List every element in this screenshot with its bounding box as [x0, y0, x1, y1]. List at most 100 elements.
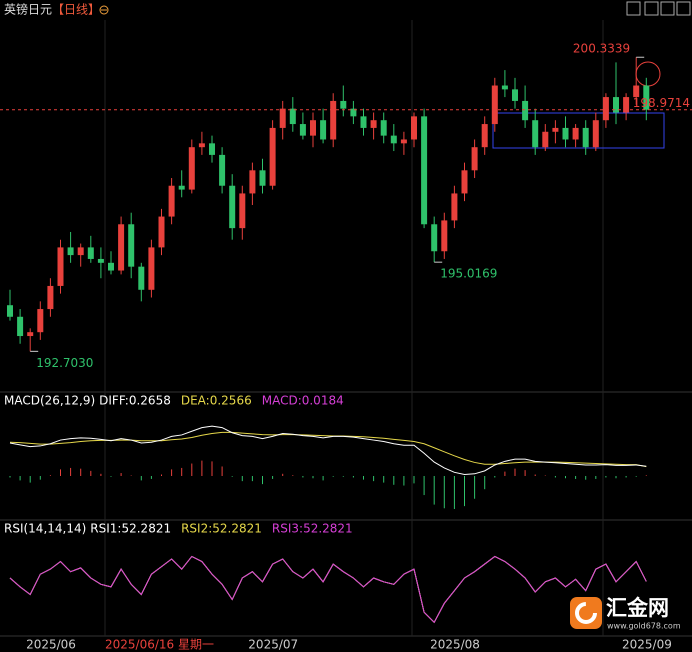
- candle-body: [188, 147, 195, 190]
- legend-value: 52.2821: [121, 522, 171, 536]
- candle-body: [350, 108, 357, 117]
- legend-name: DIFF:: [99, 394, 129, 408]
- x-tick-label: 2025/09: [622, 638, 672, 652]
- candle-body: [451, 193, 458, 221]
- candle-body: [562, 127, 569, 140]
- candle-body: [67, 247, 74, 256]
- candle-body: [330, 100, 337, 140]
- diff-line: [9, 425, 647, 476]
- candle-body: [400, 139, 407, 144]
- extreme-label: 195.0169: [440, 267, 497, 281]
- candle-body: [229, 185, 236, 229]
- candle-body: [57, 247, 64, 286]
- candle-body: [168, 185, 175, 217]
- candle-body: [512, 89, 518, 101]
- extreme-label: 192.7030: [36, 356, 93, 370]
- candle-body: [178, 185, 185, 190]
- symbol-title: 英镑日元: [4, 2, 52, 17]
- toolbar: [626, 1, 691, 16]
- candle-body: [421, 116, 428, 225]
- candle-body: [370, 120, 377, 128]
- tool-button[interactable]: [676, 1, 691, 16]
- candle-body: [128, 224, 135, 267]
- legend-name: DEA:: [181, 394, 210, 408]
- candle-body: [491, 85, 498, 125]
- candle-body: [340, 100, 347, 109]
- candle-body: [310, 120, 316, 136]
- x-tick-label: 2025/07: [248, 638, 298, 652]
- legend-name: MACD:: [262, 394, 302, 408]
- candle-body: [7, 305, 13, 317]
- candle-body: [390, 135, 397, 144]
- legend-value: 52.2821: [303, 522, 353, 536]
- zoom-icon[interactable]: [99, 5, 109, 15]
- candle-body: [249, 170, 256, 194]
- candle-body: [643, 85, 650, 110]
- candle-body: [198, 143, 205, 148]
- logo-url: www.gold678.com: [607, 622, 681, 631]
- candle-body: [592, 120, 599, 148]
- candle-body: [279, 108, 286, 128]
- candle-body: [148, 247, 155, 290]
- candle-body: [97, 258, 104, 263]
- tool-button[interactable]: [626, 1, 641, 16]
- candle-body: [17, 316, 24, 337]
- candle-body: [552, 127, 559, 132]
- candle-body: [542, 131, 549, 148]
- chart-title: 英镑日元: [4, 2, 52, 17]
- legend-value: 52.2821: [212, 522, 262, 536]
- candle-body: [219, 154, 226, 186]
- candle-body: [481, 124, 488, 148]
- candle-body: [441, 220, 448, 252]
- candle-body: [118, 224, 125, 271]
- tool-button[interactable]: [644, 1, 659, 16]
- legend-name: RSI1:: [90, 522, 121, 536]
- candle-body: [269, 127, 276, 186]
- logo-name: 汇金网: [606, 596, 669, 620]
- legend-value: 0.0184: [302, 394, 344, 408]
- candle-body: [582, 127, 589, 148]
- candle-body: [320, 120, 327, 140]
- extreme-label: 200.3339: [573, 42, 630, 56]
- legend-value: 0.2658: [129, 394, 171, 408]
- candle-body: [633, 85, 640, 98]
- candle-body: [380, 120, 387, 136]
- watermark: 汇金网 www.gold678.com: [570, 596, 681, 631]
- candle-body: [602, 97, 609, 121]
- period-label[interactable]: 【日线】: [52, 3, 100, 17]
- candle-body: [239, 193, 246, 229]
- candle-body: [138, 266, 145, 290]
- candle-body: [77, 247, 84, 256]
- candle-body: [411, 116, 417, 140]
- candle-body: [158, 216, 165, 248]
- candle-body: [209, 143, 215, 155]
- tool-button[interactable]: [660, 1, 675, 16]
- highlight-box: [492, 112, 665, 149]
- candle-body: [461, 170, 468, 194]
- candle-body: [522, 100, 529, 121]
- candle-body: [108, 262, 114, 271]
- candle-body: [37, 309, 44, 333]
- legend-name: RSI3:: [272, 522, 303, 536]
- legend-value: 0.2566: [210, 394, 252, 408]
- crosshair-label: 2025/06/16 星期一: [105, 638, 214, 652]
- candle-body: [501, 85, 508, 90]
- candle-body: [613, 97, 619, 113]
- x-tick-label: 2025/08: [430, 638, 480, 652]
- indicator-title: RSI(14,14,14): [4, 522, 86, 536]
- last-price-label: 198.9714: [633, 96, 690, 110]
- legend-name: RSI2:: [181, 522, 212, 536]
- candle-body: [572, 127, 579, 140]
- candle-body: [87, 247, 94, 259]
- indicator-title: MACD(26,12,9): [4, 394, 95, 408]
- crosshair-label-box: [103, 638, 215, 652]
- candle-body: [47, 285, 54, 310]
- candle-body: [532, 120, 539, 148]
- candle-body: [299, 124, 306, 136]
- logo-icon: [570, 597, 602, 629]
- logo-icon: [575, 602, 597, 624]
- candle-body: [623, 97, 630, 113]
